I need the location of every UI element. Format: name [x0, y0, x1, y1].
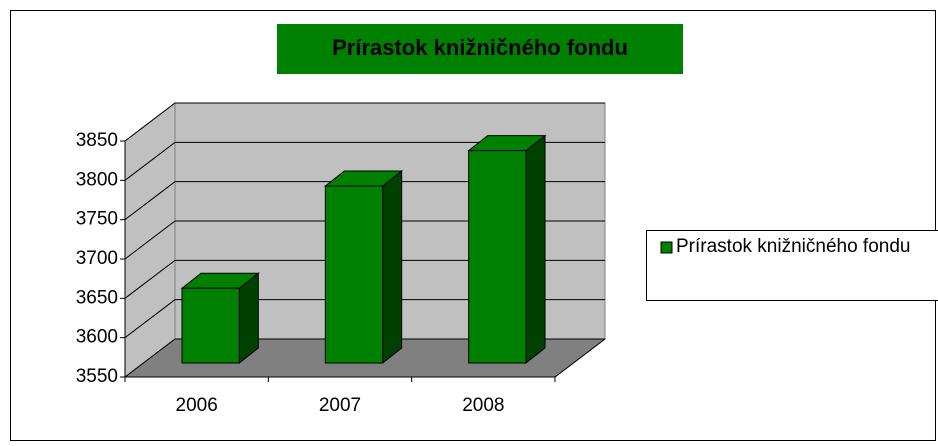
y-tick-label: 3650 [76, 287, 118, 308]
bar-front [324, 185, 384, 364]
bar-front [468, 150, 527, 364]
grid-line [124, 338, 605, 378]
legend-swatch [660, 241, 673, 254]
chart-title: Prírastok knižničného fondu [332, 35, 628, 60]
grid-line [124, 102, 605, 142]
grid-line [124, 141, 605, 181]
y-tick-label: 3550 [76, 366, 118, 387]
bar-side [382, 169, 403, 365]
title-box [277, 24, 683, 74]
grid-line [124, 299, 605, 339]
legend-box [646, 230, 938, 301]
grid-line [124, 220, 605, 260]
bar-side [238, 272, 259, 365]
plot-area: 3550 3600 3650 3700 3750 3800 3850 2006 2007 2008 [76, 101, 607, 416]
bar-front [181, 287, 240, 364]
x-axis-depth [554, 338, 606, 378]
grid-line [124, 259, 605, 299]
y-tick-label: 3600 [76, 327, 118, 348]
x-tick-label: 2008 [462, 395, 504, 416]
y-tick-label: 3850 [76, 130, 118, 151]
bar-side [525, 134, 546, 365]
x-tick-label: 2006 [176, 395, 218, 416]
bar [323, 169, 404, 365]
bar [180, 272, 260, 365]
bar [467, 134, 547, 365]
x-tick-label: 2007 [319, 395, 361, 416]
y-tick-label: 3700 [76, 248, 118, 269]
y-tick-label: 3750 [76, 209, 118, 230]
y-tick-label: 3800 [76, 169, 118, 190]
legend-label-box: Prírastok knižničného fondu [676, 236, 911, 257]
legend-label: Prírastok knižničného fondu [676, 236, 911, 257]
grid-line [124, 181, 605, 221]
